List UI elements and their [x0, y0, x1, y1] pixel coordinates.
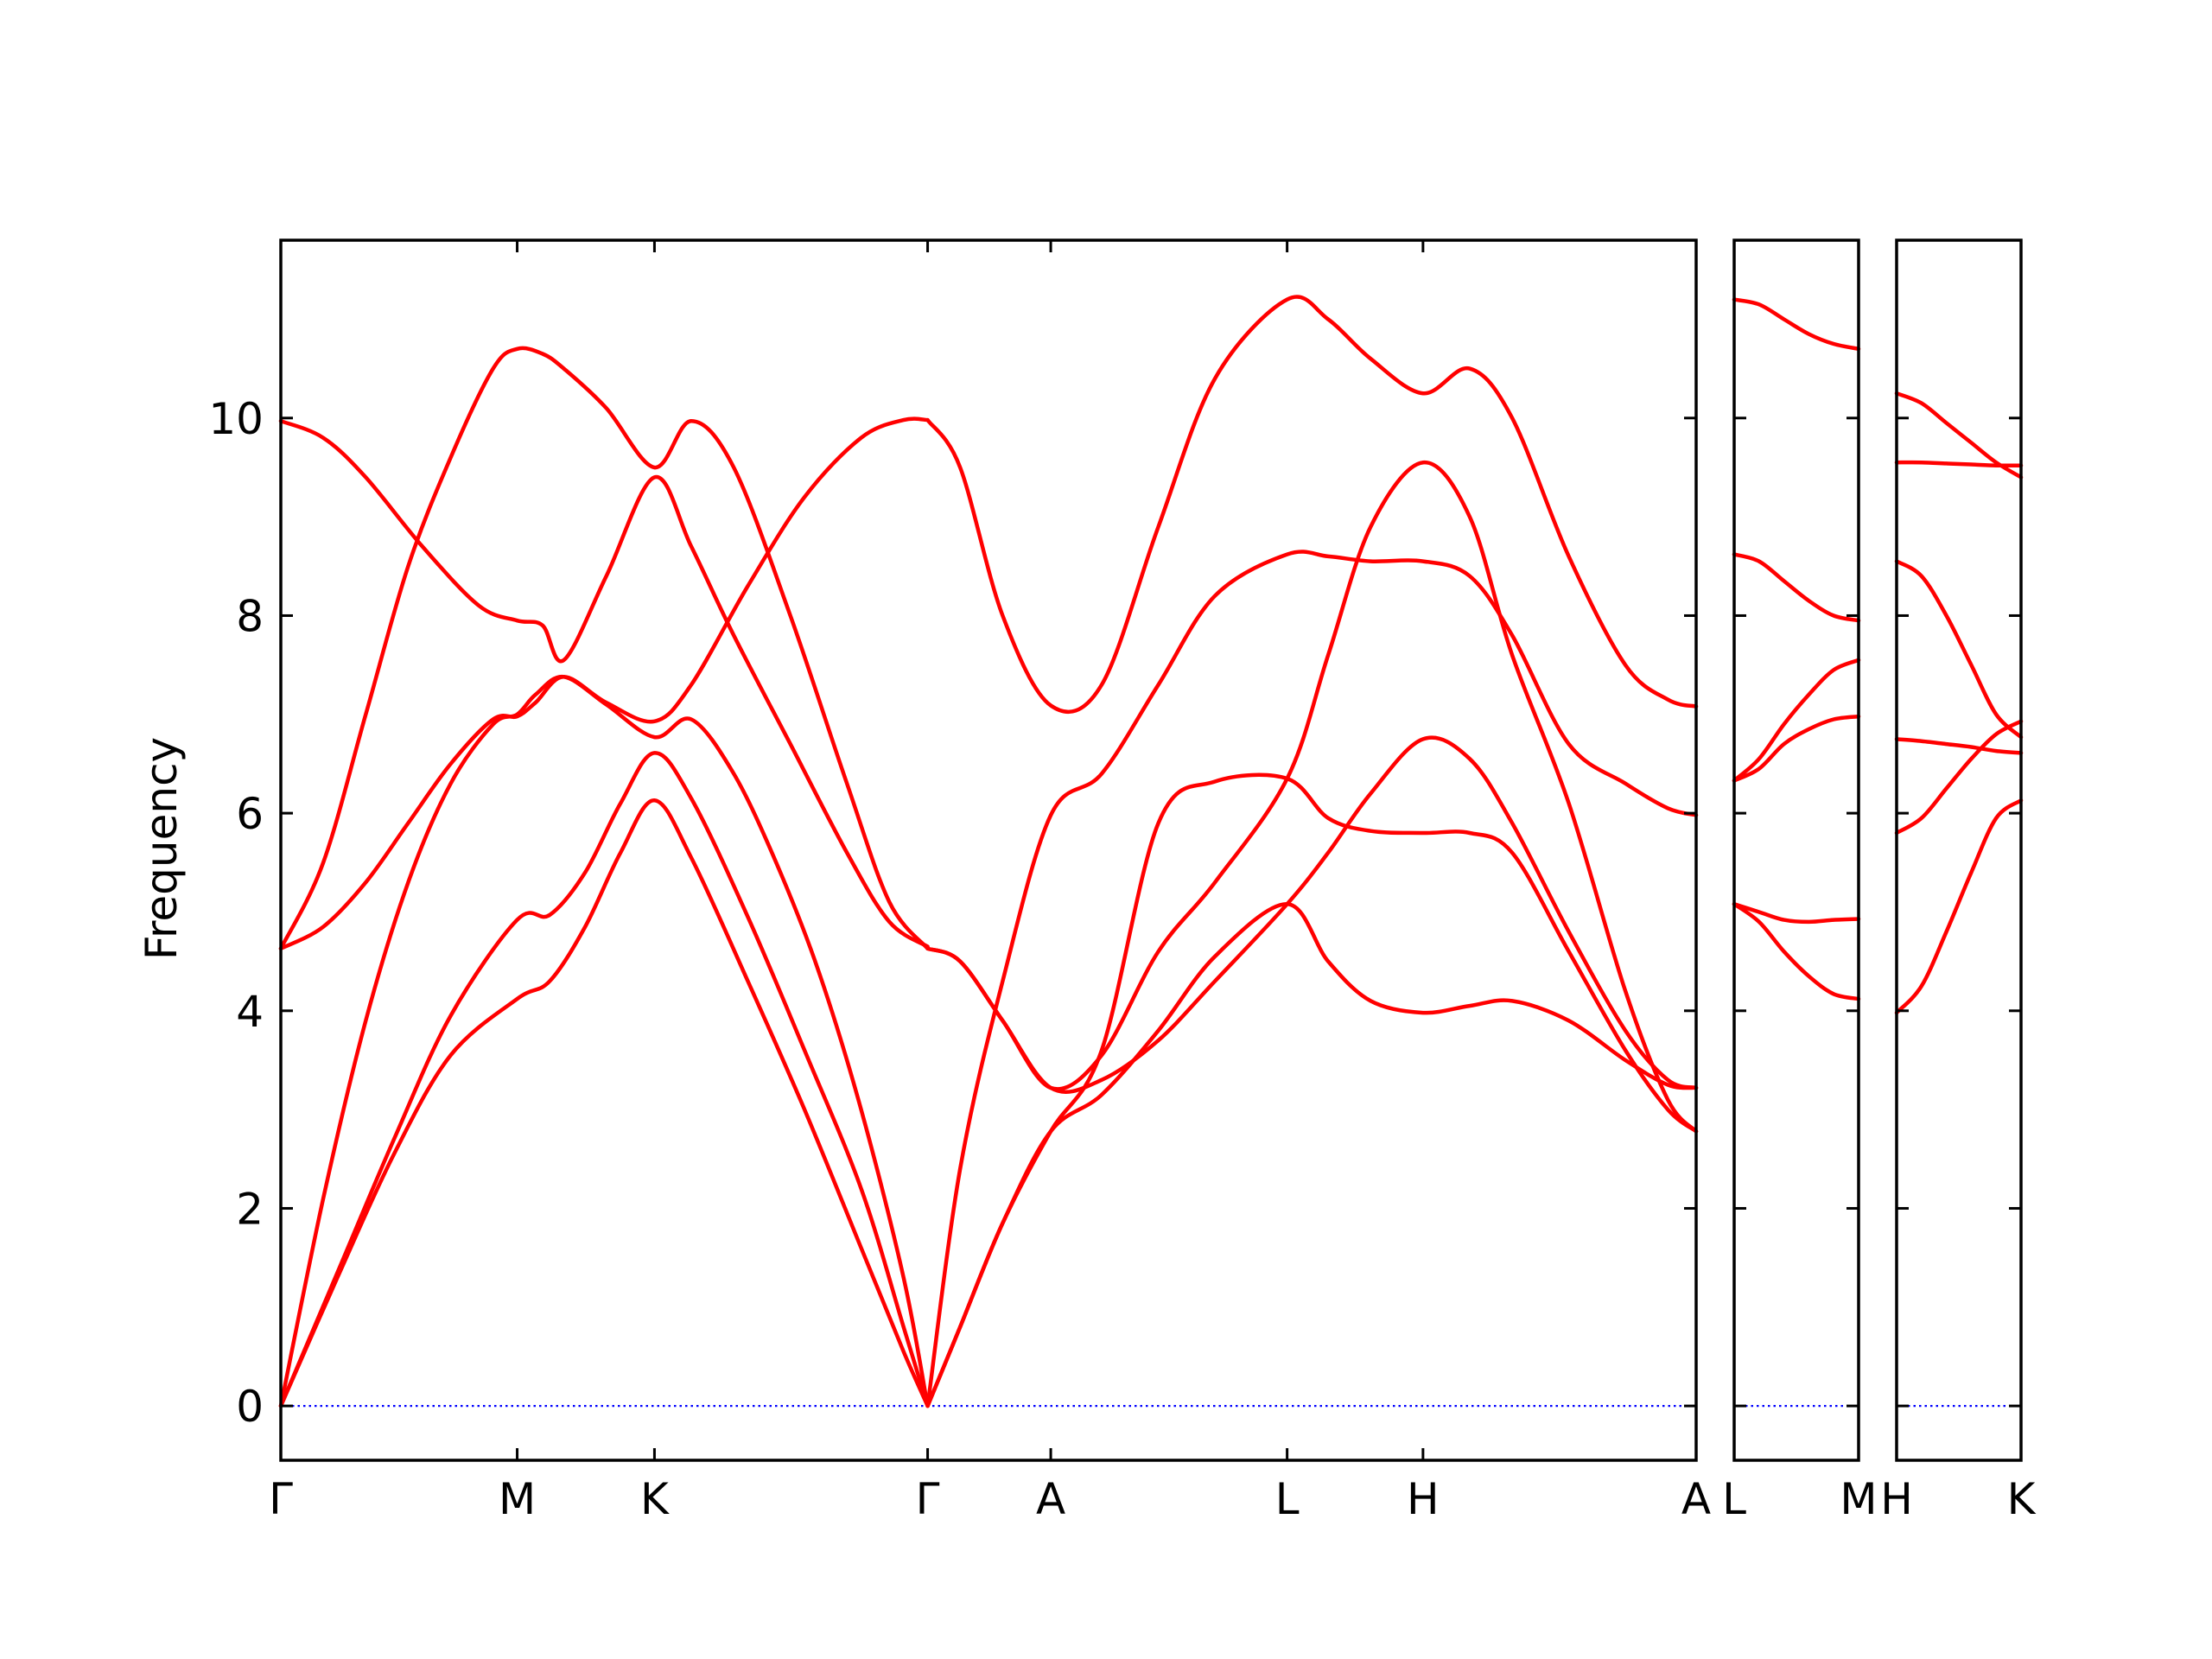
x-tick-label: L [1722, 1474, 1746, 1524]
x-tick-label: H [1880, 1474, 1913, 1524]
panel-main-band-7 [925, 295, 1699, 714]
panel-main-band-5 [278, 346, 930, 951]
panel-hk-band-6 [1894, 798, 2024, 1015]
panel-main-band-1 [278, 798, 930, 1408]
band-lines [278, 295, 2024, 1408]
panel-hk-band-4 [1894, 737, 2024, 755]
panel-lm-band-3 [1732, 658, 1861, 783]
x-tick-label: A [1036, 1474, 1065, 1524]
x-tick-label: M [499, 1474, 536, 1524]
panel-hk-frame [1895, 238, 2023, 1462]
y-tick-label: 6 [236, 789, 264, 839]
panel-main-band-2 [278, 751, 930, 1408]
x-tick-label: Γ [269, 1474, 293, 1524]
panel-hk-band-2 [1894, 460, 2024, 468]
y-tick-label: 10 [208, 394, 264, 444]
y-tick-label: 4 [236, 987, 264, 1037]
panel-frames [279, 238, 2023, 1462]
panel-main-band-10 [925, 550, 1699, 1408]
x-tick-label: L [1275, 1474, 1300, 1524]
panel-lm-band-5 [1732, 902, 1861, 925]
panel-main-band-3 [278, 675, 930, 1408]
panel-lm-band-4 [1732, 714, 1861, 783]
y-tick-label: 8 [236, 591, 264, 641]
panel-main-frame [279, 238, 1698, 1462]
panel-main-band-8 [925, 735, 1699, 1094]
x-tick-label: K [2007, 1474, 2037, 1524]
panel-hk-band-3 [1894, 559, 2024, 740]
x-tick-label: M [1840, 1474, 1877, 1524]
panel-lm-band-2 [1732, 552, 1861, 623]
x-tick-label: A [1681, 1474, 1711, 1524]
panel-lm-band-1 [1732, 297, 1861, 352]
panel-hk-band-5 [1894, 719, 2024, 836]
panel-main-band-4 [278, 416, 930, 951]
panel-lm-frame [1732, 238, 1860, 1462]
x-tick-label: H [1407, 1474, 1440, 1524]
panel-main-band-12 [925, 772, 1699, 1408]
panel-main-band-9 [925, 902, 1699, 1408]
y-tick-label: 2 [236, 1184, 264, 1234]
y-axis-label: Frequency [137, 737, 187, 960]
x-tick-label: Γ [916, 1474, 940, 1524]
x-tick-label: K [640, 1474, 670, 1524]
y-tick-label: 0 [236, 1382, 264, 1432]
axis-ticks [279, 240, 2023, 1460]
panel-main-band-6 [278, 418, 930, 949]
panel-main-band-11 [925, 460, 1699, 1134]
panel-lm-band-6 [1732, 902, 1861, 1001]
